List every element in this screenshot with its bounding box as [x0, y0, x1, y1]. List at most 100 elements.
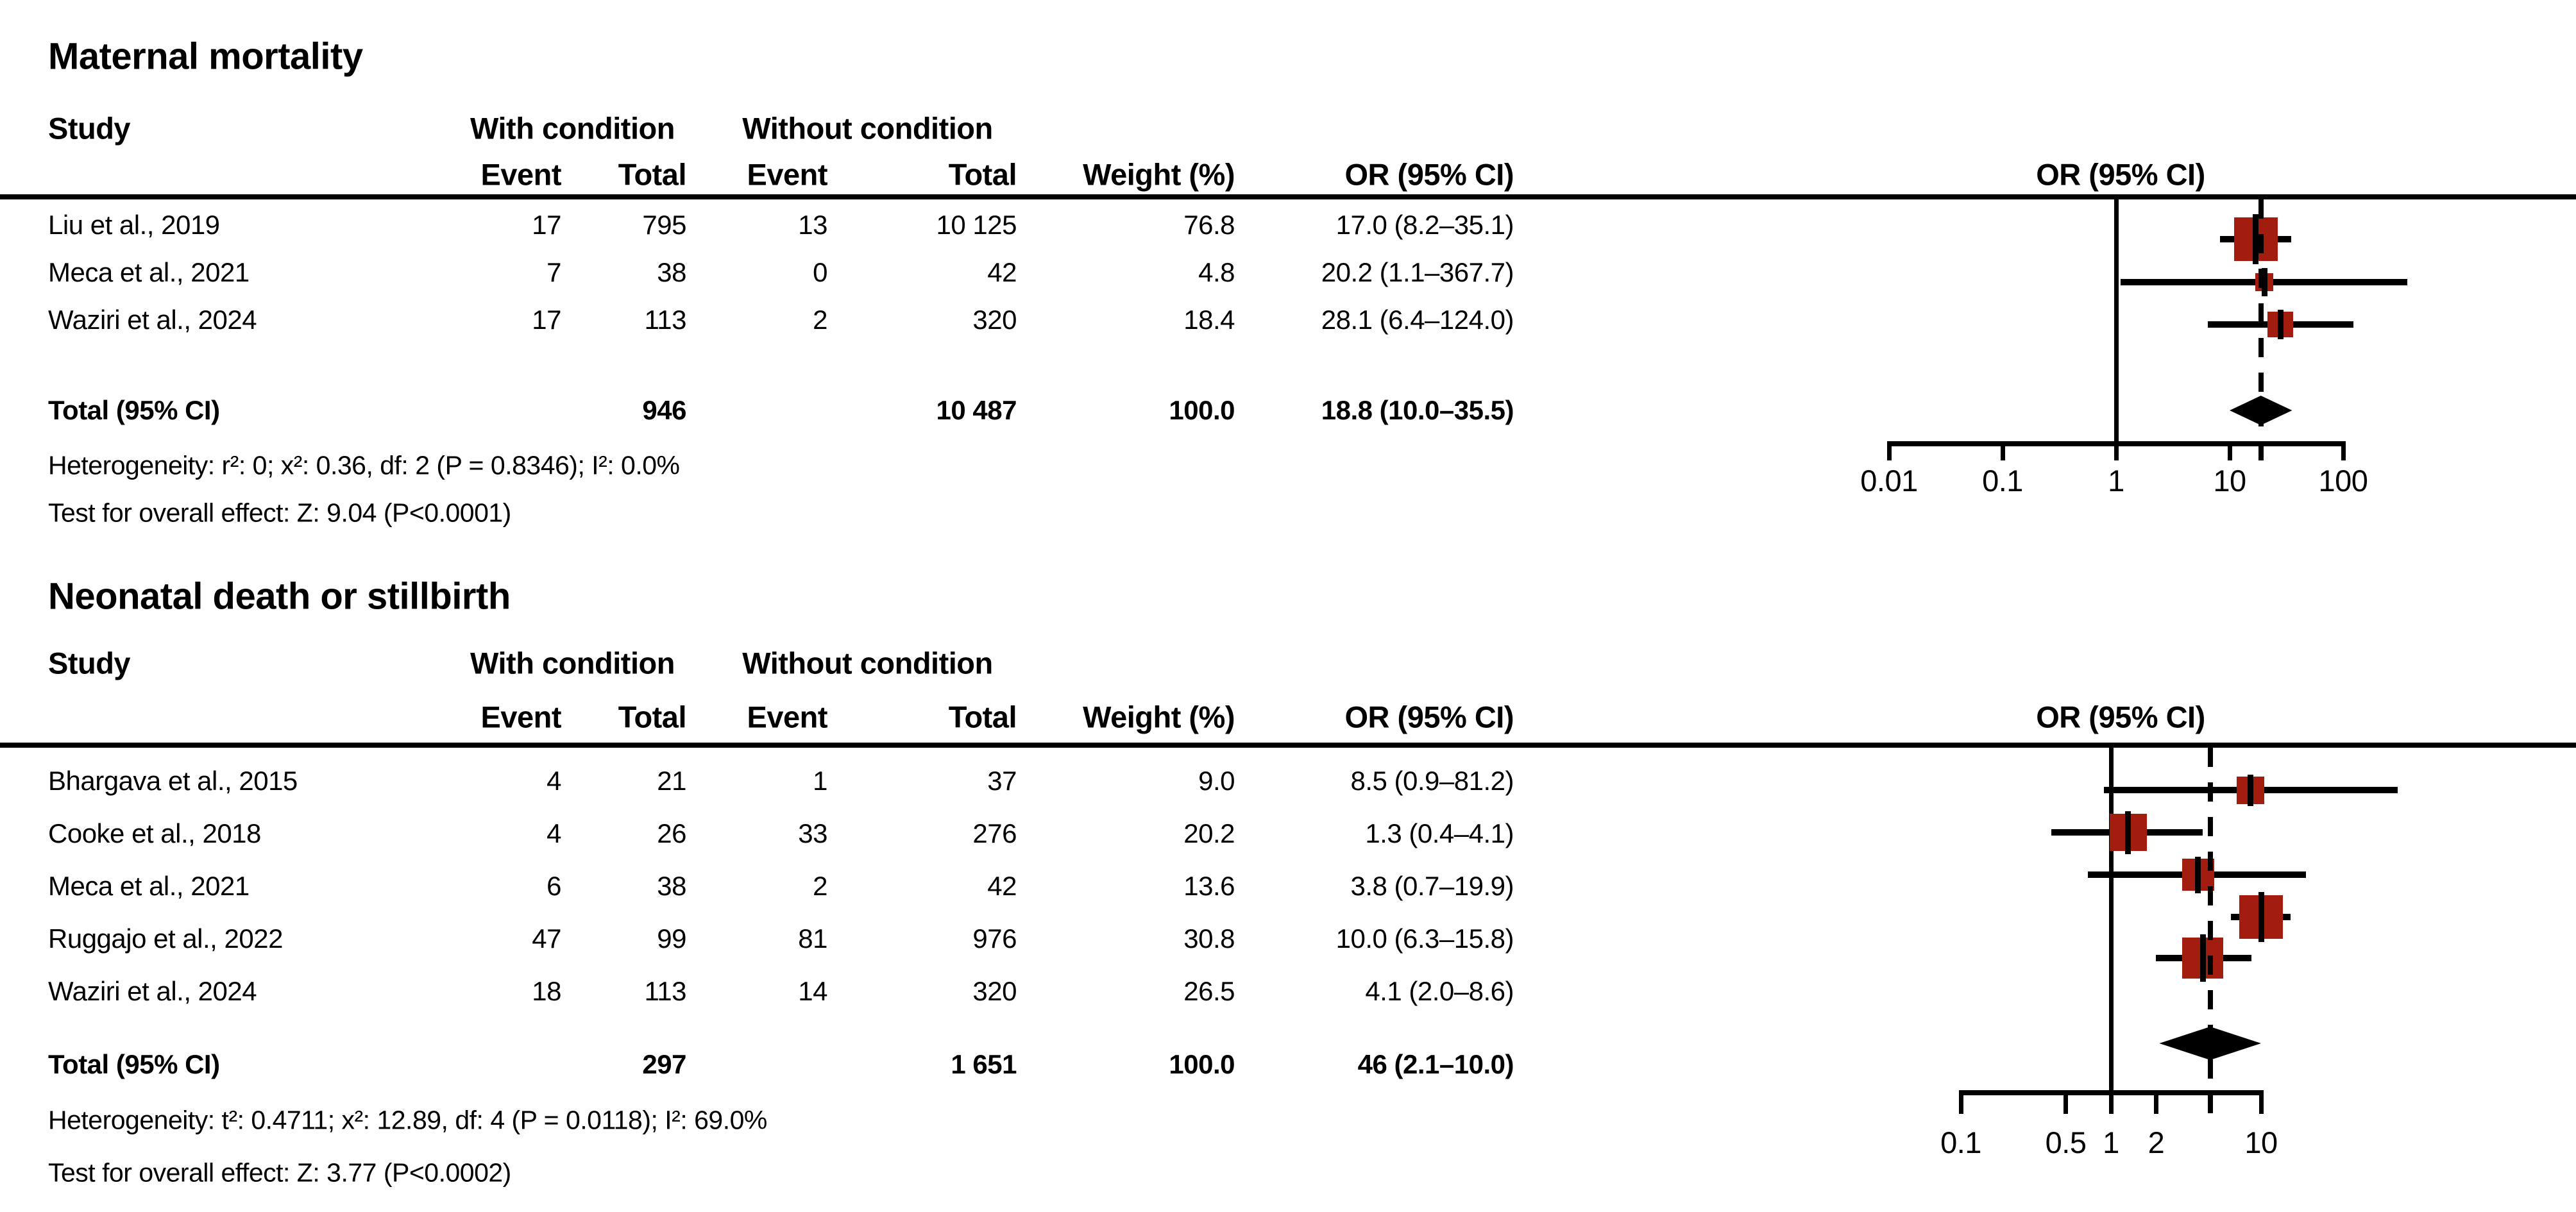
event-with-value: 17	[532, 210, 561, 240]
col-header-study: Study	[48, 646, 131, 680]
col-header-total-with: Total	[618, 700, 687, 734]
col-group-without-condition: Without condition	[742, 111, 993, 146]
total-weight: 100.0	[1169, 1049, 1235, 1079]
event-without-value: 13	[798, 210, 827, 240]
weight-value: 13.6	[1183, 871, 1235, 901]
total-or-ci: 46 (2.1–10.0)	[1357, 1049, 1514, 1079]
x-axis-tick	[2108, 1090, 2114, 1114]
section-title-neonatal: Neonatal death or stillbirth	[48, 575, 511, 618]
effect-center-tick	[2277, 310, 2284, 339]
event-with-value: 4	[547, 766, 561, 796]
total-or-ci: 18.8 (10.0–35.5)	[1321, 395, 1514, 425]
col-header-event-without: Event	[747, 157, 828, 192]
total-without-value: 276	[972, 818, 1017, 848]
reference-line-or-1	[2108, 748, 2114, 1090]
effect-center-tick	[2248, 774, 2253, 806]
total-without-value: 42	[987, 257, 1017, 287]
total-without-value: 37	[987, 766, 1017, 796]
col-header-event-without: Event	[747, 700, 828, 734]
col-header-event-with: Event	[480, 700, 562, 734]
reference-line-or-1	[2114, 199, 2119, 441]
x-axis-tick	[1958, 1090, 1963, 1114]
plot-header-or-ci: OR (95% CI)	[2036, 157, 2205, 192]
event-with-value: 17	[532, 305, 561, 335]
event-without-value: 81	[798, 923, 827, 954]
total-without-value: 320	[972, 976, 1017, 1006]
study-label: Meca et al., 2021	[48, 871, 250, 901]
total-with-sum: 297	[642, 1049, 686, 1079]
col-header-weight: Weight (%)	[1083, 700, 1235, 734]
event-with-value: 7	[547, 257, 561, 287]
x-axis-tick-label: 100	[2318, 464, 2368, 498]
total-without-sum: 1 651	[951, 1049, 1017, 1079]
event-without-value: 2	[813, 305, 827, 335]
event-with-value: 4	[547, 818, 561, 848]
event-without-value: 1	[813, 766, 827, 796]
total-with-value: 113	[644, 976, 687, 1006]
total-with-value: 38	[657, 871, 686, 901]
total-with-sum: 946	[642, 395, 686, 425]
total-without-value: 10 125	[936, 210, 1017, 240]
col-header-event-with: Event	[480, 157, 562, 192]
total-label: Total (95% CI)	[48, 1049, 220, 1079]
x-axis-tick-label: 0.5	[2045, 1125, 2087, 1159]
heterogeneity-note: Heterogeneity: t²: 0.4711; x²: 12.89, df…	[48, 1105, 767, 1135]
effect-center-tick	[2195, 856, 2201, 893]
or-ci-value: 8.5 (0.9–81.2)	[1350, 766, 1514, 796]
weight-value: 30.8	[1183, 923, 1235, 954]
x-axis-tick-label: 0.1	[1982, 464, 2023, 498]
weight-value: 18.4	[1183, 305, 1235, 335]
header-rule	[0, 743, 2576, 748]
section-title-maternal: Maternal mortality	[48, 35, 363, 78]
weight-value: 20.2	[1183, 818, 1235, 848]
pooled-estimate-dashed-line	[2208, 748, 2214, 1114]
or-ci-value: 17.0 (8.2–35.1)	[1335, 210, 1514, 240]
total-with-value: 26	[657, 818, 686, 848]
or-ci-value: 4.1 (2.0–8.6)	[1365, 976, 1514, 1006]
col-header-or-ci: OR (95% CI)	[1344, 700, 1514, 734]
heterogeneity-note: Heterogeneity: r²: 0; x²: 0.36, df: 2 (P…	[48, 450, 680, 480]
weight-value: 4.8	[1198, 257, 1235, 287]
event-without-value: 33	[798, 818, 827, 848]
weight-value: 76.8	[1183, 210, 1235, 240]
col-group-without-condition: Without condition	[742, 646, 993, 680]
or-ci-value: 10.0 (6.3–15.8)	[1335, 923, 1514, 954]
effect-center-tick	[2253, 214, 2259, 264]
x-axis-tick-label: 10	[2213, 464, 2246, 498]
effect-center-tick	[2258, 892, 2264, 942]
x-axis-tick	[2227, 441, 2232, 460]
study-label: Waziri et al., 2024	[48, 976, 257, 1006]
total-with-value: 795	[642, 210, 686, 240]
weight-value: 26.5	[1183, 976, 1235, 1006]
total-with-value: 99	[657, 923, 686, 954]
x-axis-tick-label: 0.1	[1940, 1125, 1981, 1159]
col-header-study: Study	[48, 111, 131, 146]
study-label: Liu et al., 2019	[48, 210, 220, 240]
x-axis-tick-label: 2	[2148, 1125, 2165, 1159]
col-header-weight: Weight (%)	[1083, 157, 1235, 192]
event-without-value: 0	[813, 257, 827, 287]
x-axis-tick	[2153, 1090, 2158, 1114]
effect-center-tick	[2125, 811, 2131, 854]
total-without-sum: 10 487	[936, 395, 1017, 425]
x-axis-tick	[2063, 1090, 2069, 1114]
total-label: Total (95% CI)	[48, 395, 220, 425]
x-axis-tick	[2114, 441, 2119, 460]
total-with-value: 113	[644, 305, 687, 335]
x-axis-tick	[2341, 441, 2346, 460]
study-label: Cooke et al., 2018	[48, 818, 261, 848]
col-header-or-ci: OR (95% CI)	[1344, 157, 1514, 192]
study-label: Bhargava et al., 2015	[48, 766, 298, 796]
total-without-value: 42	[987, 871, 1017, 901]
total-weight: 100.0	[1169, 395, 1235, 425]
x-axis-tick-label: 0.01	[1860, 464, 1918, 498]
total-without-value: 976	[972, 923, 1017, 954]
x-axis-tick-label: 1	[2103, 1125, 2119, 1159]
col-group-with-condition: With condition	[470, 646, 675, 680]
or-ci-value: 28.1 (6.4–124.0)	[1321, 305, 1514, 335]
study-label: Waziri et al., 2024	[48, 305, 257, 335]
event-with-value: 6	[547, 871, 561, 901]
x-axis-tick	[1886, 441, 1892, 460]
or-ci-value: 3.8 (0.7–19.9)	[1350, 871, 1514, 901]
x-axis-tick-label: 10	[2244, 1125, 2278, 1159]
